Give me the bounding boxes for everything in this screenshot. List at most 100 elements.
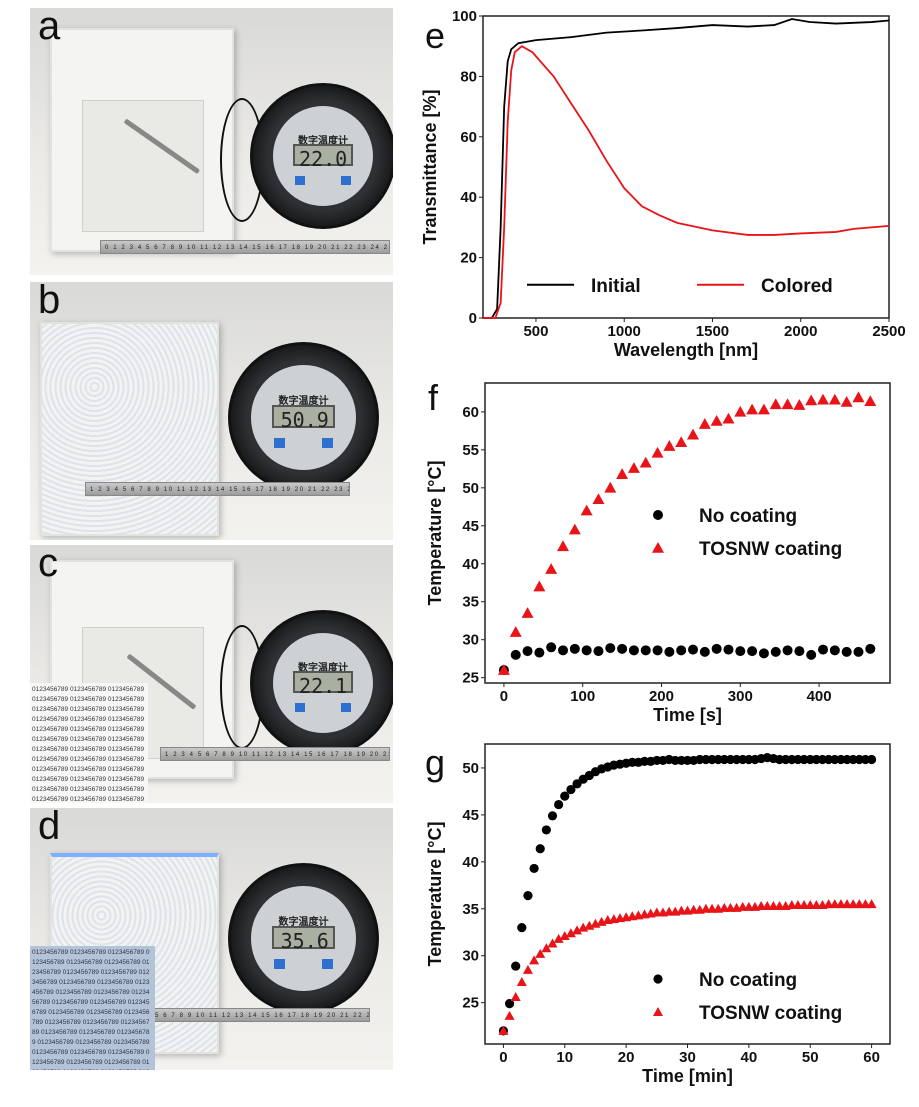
data-point	[628, 645, 639, 656]
data-point	[864, 395, 877, 407]
data-point	[535, 844, 545, 854]
x-tick-label: 0	[499, 1049, 507, 1066]
y-tick-label: 45	[462, 807, 479, 824]
meter-reading: 35.6	[272, 925, 335, 953]
x-tick-label: 2000	[784, 323, 817, 340]
y-tick-label: 35	[462, 594, 479, 611]
foam-box	[50, 28, 234, 252]
data-point	[806, 649, 817, 660]
data-point	[534, 647, 545, 658]
data-point	[852, 391, 865, 403]
photo-panel-b: b 数字温度计 50.9 1 2 3 4 5 6 7 8 9 10 11 12 1…	[30, 282, 393, 540]
data-point	[722, 412, 735, 424]
data-point	[698, 418, 711, 429]
y-tick-label: 30	[462, 948, 479, 965]
x-tick-label: 40	[741, 1049, 758, 1066]
panel-label: c	[38, 545, 58, 585]
data-point	[522, 964, 533, 974]
legend-label: No coating	[699, 506, 797, 527]
ruler: 1 2 3 4 5 6 7 8 9 10 11 12 13 14 15 16 1…	[85, 482, 350, 496]
data-point	[523, 891, 533, 901]
data-point	[627, 462, 640, 473]
x-tick-label: 300	[728, 688, 753, 705]
y-tick-label: 55	[462, 442, 479, 459]
data-point	[572, 925, 583, 935]
x-tick-label: 1500	[696, 323, 729, 340]
data-point	[517, 922, 527, 933]
y-tick-label: 60	[460, 129, 477, 146]
data-point	[793, 399, 806, 410]
legend-marker	[652, 542, 664, 553]
data-point	[510, 649, 521, 660]
y-axis-label: Temperature [°C]	[425, 822, 445, 967]
data-point	[841, 646, 852, 657]
digital-thermometer: 数字温度计 35.6	[228, 863, 379, 1014]
data-point	[782, 645, 793, 656]
data-point	[580, 504, 593, 516]
data-point	[769, 398, 782, 410]
x-tick-label: 500	[523, 323, 548, 340]
data-point	[640, 645, 651, 656]
y-axis-label: Transmittance [%]	[420, 89, 440, 244]
meter-reading: 22.0	[292, 143, 354, 171]
y-tick-label: 100	[452, 8, 477, 25]
data-point	[498, 1025, 509, 1035]
data-point	[568, 523, 581, 535]
y-tick-label: 35	[462, 901, 479, 918]
series-line-initial	[483, 18, 890, 319]
data-point	[770, 646, 781, 657]
data-point	[663, 440, 676, 451]
panel-label: b	[38, 282, 61, 322]
y-tick-label: 40	[460, 189, 477, 206]
x-tick-label: 50	[802, 1049, 819, 1066]
data-point	[541, 943, 552, 953]
data-point	[853, 646, 864, 657]
data-point	[504, 999, 515, 1009]
printed-text-sheet-colored: 0123456789 0123456789 0123456789 0123456…	[30, 946, 155, 1070]
data-point	[758, 648, 769, 659]
panel-label: d	[38, 808, 61, 848]
data-point	[723, 644, 734, 655]
plot-frame	[484, 743, 891, 1045]
meter-title: 数字温度计	[278, 396, 329, 408]
legend-label: No coating	[699, 970, 797, 991]
data-point	[794, 646, 805, 657]
photo-panel-a: a 数字温度计 22.0 0 1 2 3 4 5 6 7 8 9 10 11 12…	[30, 8, 393, 275]
y-tick-label: 50	[462, 480, 479, 497]
y-tick-label: 40	[462, 854, 479, 871]
y-tick-label: 50	[462, 760, 479, 777]
x-tick-label: 2500	[872, 323, 905, 340]
data-point	[509, 626, 522, 637]
legend-marker	[653, 1007, 663, 1016]
meter-title: 数字温度计	[278, 917, 329, 929]
data-point	[522, 646, 533, 657]
y-tick-label: 60	[462, 404, 479, 421]
legend-label: Colored	[761, 276, 833, 297]
data-point	[840, 395, 853, 407]
data-point	[557, 540, 570, 552]
data-point	[639, 456, 652, 468]
data-point	[805, 394, 818, 406]
data-point	[699, 646, 710, 657]
meter-title: 数字温度计	[297, 135, 348, 147]
legend-marker	[653, 510, 663, 520]
ruler: 0 1 2 3 4 5 6 7 8 9 10 11 12 13 14 15 16…	[100, 240, 390, 254]
ruler: 1 2 3 4 5 6 7 8 9 10 11 12 13 14 15 16 1…	[160, 747, 390, 761]
x-tick-label: 0	[500, 688, 508, 705]
x-tick-label: 1000	[608, 323, 641, 340]
printed-text-sheet: 0123456789 0123456789 0123456789 0123456…	[30, 683, 148, 803]
y-tick-label: 40	[462, 556, 479, 573]
panel-label: f	[428, 377, 439, 418]
data-point	[581, 645, 592, 656]
data-point	[554, 799, 564, 810]
data-point	[547, 811, 558, 821]
x-tick-label: 60	[863, 1049, 880, 1066]
data-point	[529, 863, 539, 874]
data-point	[535, 948, 546, 958]
data-point	[529, 955, 540, 965]
panel-label: a	[38, 8, 61, 48]
x-axis-label: Time [s]	[653, 705, 722, 725]
data-point	[687, 428, 700, 440]
y-tick-label: 45	[462, 518, 479, 535]
x-tick-label: 400	[807, 688, 832, 705]
